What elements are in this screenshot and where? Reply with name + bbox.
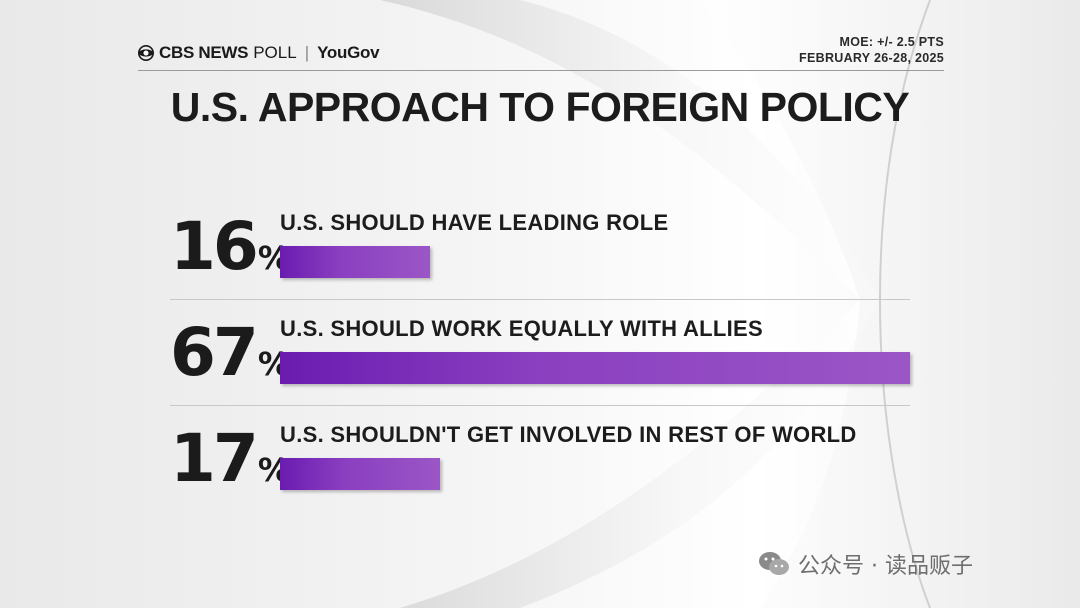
- bar: [280, 246, 430, 278]
- poll-meta: MOE: +/- 2.5 PTS FEBRUARY 26-28, 2025: [799, 34, 944, 66]
- row-divider: [170, 405, 910, 406]
- brand-poll: POLL: [253, 43, 297, 62]
- brand-cbs-news: CBS NEWS: [159, 43, 249, 62]
- watermark-text: 公众号 · 读品贩子: [798, 554, 973, 579]
- value-label: 16%: [170, 214, 290, 291]
- value-label: 67%: [170, 320, 290, 397]
- category-label: U.S. SHOULD WORK EQUALLY WITH ALLIES: [280, 316, 763, 341]
- wechat-icon: [759, 552, 789, 575]
- value-label: 17%: [170, 426, 290, 503]
- value-number: 67: [170, 314, 259, 391]
- brand-logo: CBS NEWS POLL | YouGov: [138, 42, 380, 64]
- chart-title: U.S. APPROACH TO FOREIGN POLICY: [170, 84, 910, 130]
- cbs-eye-icon: [138, 45, 154, 61]
- row-divider: [170, 299, 910, 300]
- margin-of-error: MOE: +/- 2.5 PTS: [839, 35, 944, 49]
- bar: [280, 352, 910, 384]
- value-number: 16: [170, 208, 259, 285]
- value-number: 17: [170, 420, 259, 497]
- watermark: 公众号 · 读品贩子: [758, 548, 973, 580]
- brand-separator: |: [304, 43, 310, 62]
- bar: [280, 458, 440, 490]
- category-label: U.S. SHOULD HAVE LEADING ROLE: [280, 210, 669, 235]
- header-divider: [138, 70, 944, 71]
- brand-yougov: YouGov: [317, 43, 380, 62]
- category-label: U.S. SHOULDN'T GET INVOLVED IN REST OF W…: [280, 422, 857, 447]
- poll-dates: FEBRUARY 26-28, 2025: [799, 51, 944, 65]
